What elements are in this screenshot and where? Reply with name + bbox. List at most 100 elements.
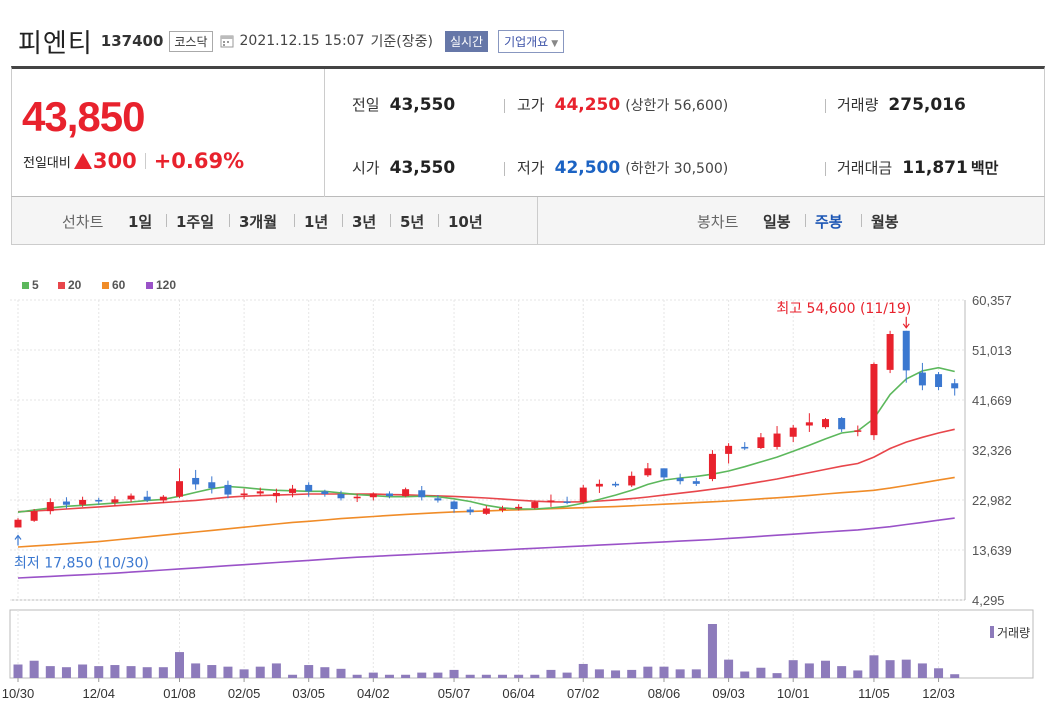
quote-panel: 43,850 전일대비 300 +0.69% 전일 43,550 시가 43,5… (11, 66, 1045, 197)
candle-daily[interactable]: 일봉 (763, 213, 791, 231)
x-tick-label: 09/03 (712, 686, 745, 701)
candle-body (951, 383, 959, 389)
volume-bar (756, 667, 766, 678)
candle-body (79, 499, 87, 505)
candle-body (805, 422, 813, 426)
legend-label: 20 (68, 278, 82, 292)
volume-bar (788, 660, 798, 678)
divider (144, 153, 146, 169)
x-tick-label: 07/02 (567, 686, 600, 701)
prev-close-value: 43,550 (389, 95, 456, 115)
volume-bar (611, 670, 621, 678)
volume-bar (29, 660, 39, 678)
candle-body (62, 501, 70, 505)
volume-bar (707, 624, 717, 678)
period-3m[interactable]: 3개월 (239, 213, 278, 231)
volume-bar (352, 674, 362, 678)
period-10y[interactable]: 10년 (448, 213, 483, 231)
volume-bar (885, 660, 895, 678)
change-row: 전일대비 300 +0.69% (23, 149, 244, 173)
candle-body (305, 484, 313, 492)
y-tick-label: 41,669 (972, 393, 1012, 408)
open-label: 시가 (352, 159, 380, 177)
candle-body (612, 483, 620, 486)
period-3y[interactable]: 3년 (352, 213, 377, 231)
current-price: 43,850 (22, 93, 145, 140)
candle-body (30, 511, 38, 521)
candle-body (628, 475, 636, 486)
volume-bar (175, 652, 184, 678)
company-info-label: 기업개요 (504, 34, 549, 49)
change-label: 전일대비 (23, 155, 71, 171)
high-annotation: 최고 54,600 (11/19) (776, 301, 911, 317)
y-tick-label: 22,982 (972, 493, 1012, 508)
volume-bar (578, 663, 588, 678)
candle-body (515, 506, 523, 509)
volume-bar (853, 670, 863, 678)
candle-body (902, 330, 910, 371)
volume-bar (804, 663, 814, 678)
volume-bar (498, 674, 507, 678)
x-tick-label: 08/06 (648, 686, 681, 701)
x-tick-label: 12/03 (922, 686, 955, 701)
volume-bar (821, 660, 830, 678)
divider (390, 214, 391, 227)
divider (166, 214, 167, 227)
stock-header: 피엔티 137400 코스닥 2021.12.15 15:07 기준(장중) 실… (18, 24, 565, 59)
period-bar: 선차트 1일 1주일 3개월 1년 3년 5년 10년 봉차트 일봉 주봉 월봉 (11, 197, 1045, 245)
divider (504, 162, 505, 176)
volume-bar (368, 672, 378, 678)
volume-bar (13, 664, 23, 678)
candle-body (256, 491, 264, 494)
volume-cell: 거래량 275,016 (837, 94, 966, 115)
candle-body (660, 468, 668, 478)
volume-bar (271, 663, 281, 678)
volume-bar (239, 669, 249, 678)
volume-bar (481, 674, 491, 678)
volume-bar (772, 673, 782, 678)
candle-monthly[interactable]: 월봉 (871, 213, 899, 231)
candle-body (208, 482, 216, 489)
lower-limit: (하한가 30,500) (625, 161, 729, 177)
candle-body (692, 481, 700, 484)
divider (438, 214, 439, 227)
candle-body (482, 508, 490, 514)
period-1d[interactable]: 1일 (128, 213, 153, 231)
realtime-button[interactable]: 실시간 (444, 30, 489, 52)
company-info-dropdown[interactable]: 기업개요 ▼ (498, 29, 565, 53)
volume-bar (223, 666, 233, 678)
y-tick-label: 60,357 (972, 293, 1012, 308)
candle-body (644, 468, 652, 476)
amount-cell: 거래대금 11,871 백만 (837, 157, 998, 178)
candle-weekly[interactable]: 주봉 (815, 213, 843, 231)
volume-bar (110, 665, 120, 678)
divider (825, 99, 826, 113)
candle-body (579, 487, 587, 503)
volume-bar (288, 674, 298, 678)
period-5y[interactable]: 5년 (400, 213, 425, 231)
legend-swatch (58, 282, 65, 289)
high-label: 고가 (517, 96, 545, 114)
divider (294, 214, 295, 227)
candle-body (111, 499, 119, 503)
volume-bar (417, 672, 427, 678)
volume-bar (562, 672, 572, 678)
high-value: 44,250 (554, 95, 621, 115)
volume-bar (207, 665, 217, 678)
price-box: 43,850 전일대비 300 +0.69% (12, 69, 325, 197)
volume-bar (94, 666, 104, 678)
candle-body (935, 374, 943, 387)
legend-label: 5 (32, 278, 39, 292)
volume-bar (45, 666, 55, 678)
ma20-line (17, 428, 955, 513)
change-value: 300 (92, 149, 137, 173)
candle-body (757, 437, 765, 448)
period-1w[interactable]: 1주일 (176, 213, 215, 231)
candle-body (773, 433, 781, 447)
period-1y[interactable]: 1년 (304, 213, 329, 231)
open-value: 43,550 (389, 158, 456, 178)
candle-body (272, 492, 280, 497)
volume-bar (433, 672, 443, 678)
candle-body (402, 489, 410, 497)
caret-down-icon: ▼ (551, 38, 559, 49)
